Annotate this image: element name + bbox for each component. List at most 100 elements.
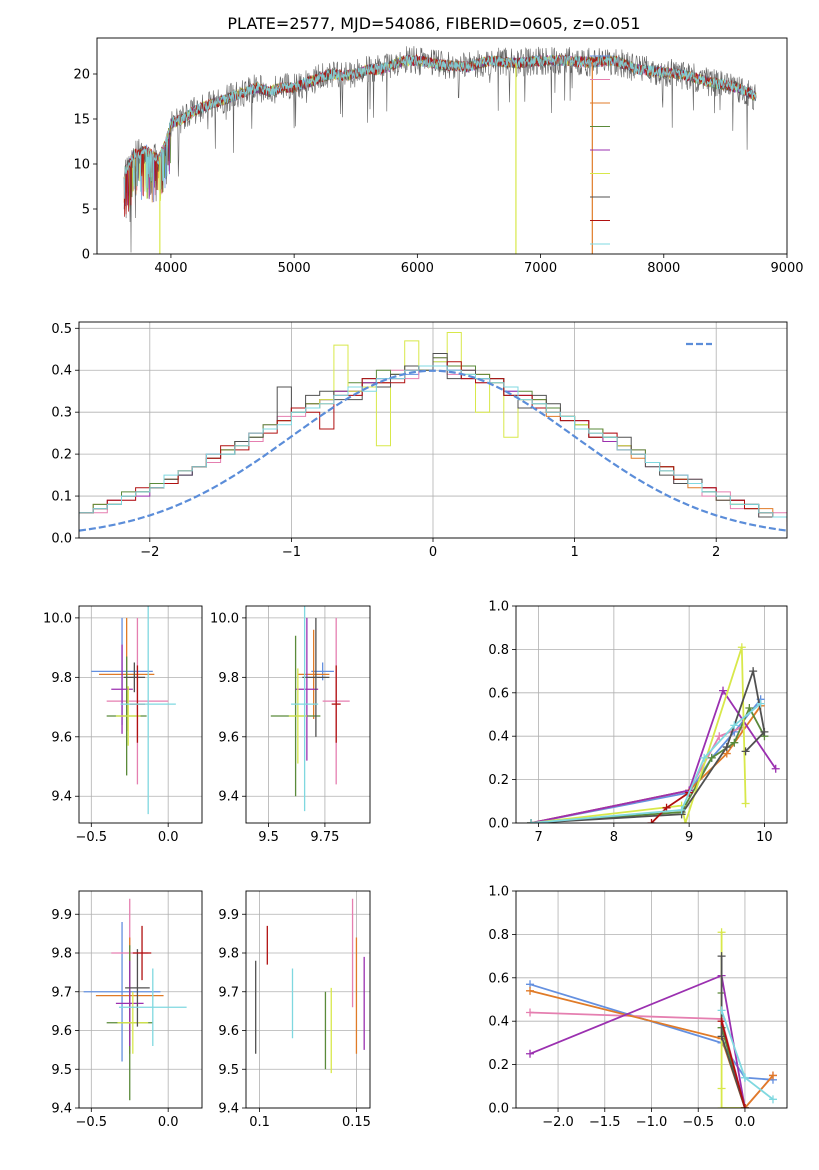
- gaussian-curve: [79, 369, 787, 532]
- y-tick-label: 0.3: [51, 406, 72, 421]
- y-tick-label: 1.0: [488, 885, 509, 900]
- histogram-series: [79, 365, 787, 518]
- y-tick-label: 20: [73, 68, 90, 83]
- y-tick-label: 9.8: [218, 671, 239, 686]
- x-tick-label: −0.5: [682, 1115, 714, 1130]
- weight-marker: [737, 643, 746, 652]
- weight-marker: [717, 952, 726, 961]
- y-tick-label: 9.6: [218, 730, 239, 745]
- y-tick-label: 0.2: [51, 448, 72, 463]
- y-tick-label: 9.5: [51, 1063, 72, 1078]
- weight-vs-Z-axes: −2.0 −1.5 −1.0 −0.5 0.0 0.0 0.2 0.4 0.6 0.8 1.0: [488, 885, 788, 1130]
- y-tick-label: 5: [82, 203, 90, 218]
- weight-marker: [756, 699, 765, 708]
- age-vs-mass-plot: [270, 606, 350, 812]
- y-tick-label: 0.4: [488, 730, 509, 745]
- y-tick-label: 9.7: [218, 985, 239, 1000]
- weight-line: [531, 667, 766, 823]
- histogram-series: [79, 357, 787, 522]
- y-tick-label: 0.2: [488, 1058, 509, 1073]
- axes-frame: [78, 321, 788, 539]
- y-tick-label: 0.6: [488, 971, 509, 986]
- histogram-series: [79, 365, 787, 518]
- y-tick-label: 0.5: [51, 322, 72, 337]
- weight-marker: [700, 753, 709, 762]
- y-tick-label: 10.0: [43, 611, 72, 626]
- weight-line: [530, 705, 762, 823]
- x-tick-label: −1.5: [589, 1115, 621, 1130]
- weight-marker: [526, 1008, 535, 1017]
- x-tick-label: 4000: [154, 261, 187, 276]
- y-tick-label: 9.6: [51, 730, 72, 745]
- age-vs-mass-axes: 9.5 9.75 9.4 9.6 9.8 10.0: [210, 605, 371, 845]
- y-tick-label: 0.2: [488, 773, 509, 788]
- x-tick-label: 0.0: [158, 830, 179, 845]
- weight-line: [531, 705, 766, 823]
- x-tick-label: −2: [140, 545, 159, 560]
- weight-marker: [730, 738, 739, 747]
- x-tick-label: 8000: [647, 261, 680, 276]
- weight-marker: [741, 799, 750, 808]
- weight-marker: [715, 732, 724, 741]
- y-tick-label: 0.0: [488, 1102, 509, 1117]
- weight-marker: [527, 819, 536, 823]
- weight-marker: [707, 753, 716, 762]
- histogram-series: [79, 361, 787, 522]
- mass-vs-Z-plot: [83, 898, 187, 1101]
- weight-marker: [740, 1073, 749, 1082]
- weight-marker: [760, 727, 769, 736]
- axes-frame: [78, 890, 203, 1109]
- weight-vs-age-axes: 7 8 9 10 0.0 0.2 0.4 0.6 0.8 1.0: [488, 600, 788, 845]
- weight-line: [530, 698, 762, 823]
- mass-vs-EBV-axes: 0.1 0.15 9.4 9.5 9.6 9.7 9.8 9.9: [218, 890, 371, 1130]
- residuals-axes: −2 −1 0 1 2 0.0 0.1 0.2 0.3 0.4 0.5: [51, 321, 788, 560]
- x-tick-label: 0.15: [342, 1115, 371, 1130]
- x-tick-label: 9000: [770, 261, 803, 276]
- x-tick-label: 0.1: [249, 1115, 270, 1130]
- x-tick-label: 1: [570, 545, 578, 560]
- y-tick-label: 0.1: [51, 490, 72, 505]
- mass-vs-Z-axes: −0.5 0.0 9.4 9.5 9.6 9.7 9.8 9.9: [51, 890, 203, 1130]
- weight-marker: [749, 667, 758, 676]
- weight-line: [529, 974, 746, 1108]
- weight-marker: [717, 1104, 726, 1108]
- weight-marker: [741, 747, 750, 756]
- y-tick-label: 9.6: [218, 1024, 239, 1039]
- mass-vs-EBV-plot: [255, 898, 365, 1074]
- residuals-plot: [79, 332, 787, 532]
- y-tick-label: 15: [73, 113, 90, 128]
- weight-line: [530, 646, 747, 823]
- x-tick-label: 9: [685, 830, 693, 845]
- y-tick-label: 9.6: [51, 1024, 72, 1039]
- x-tick-label: 0.0: [735, 1115, 756, 1130]
- axes-frame: [515, 605, 788, 824]
- y-tick-label: 0.4: [51, 364, 72, 379]
- spectrum-plot: [123, 46, 757, 254]
- y-tick-label: 10: [73, 158, 90, 173]
- weight-marker: [768, 1071, 777, 1080]
- weight-vs-Z-plot: [526, 928, 777, 1108]
- y-tick-label: 9.8: [51, 671, 72, 686]
- axes-frame: [78, 605, 203, 824]
- x-tick-label: 5000: [278, 261, 311, 276]
- spectrum-line: [123, 54, 757, 202]
- y-tick-label: 0.0: [488, 817, 509, 832]
- y-tick-label: 0.0: [51, 532, 72, 547]
- weight-line: [720, 1020, 746, 1108]
- legend: [590, 55, 610, 245]
- histogram-series: [79, 361, 787, 522]
- y-tick-label: 9.9: [51, 908, 72, 923]
- weight-line: [531, 702, 762, 823]
- x-tick-label: 0.0: [158, 1115, 179, 1130]
- weight-marker: [717, 1017, 726, 1026]
- weight-marker: [745, 703, 754, 712]
- y-tick-label: 0: [82, 248, 90, 263]
- x-tick-label: 8: [610, 830, 618, 845]
- weight-marker: [740, 1104, 749, 1108]
- y-tick-label: 9.8: [218, 947, 239, 962]
- x-tick-label: 9.5: [258, 830, 279, 845]
- spectrum-line: [123, 46, 757, 253]
- y-tick-label: 9.4: [51, 1102, 72, 1117]
- weight-line: [530, 726, 743, 823]
- y-tick-label: 9.4: [218, 790, 239, 805]
